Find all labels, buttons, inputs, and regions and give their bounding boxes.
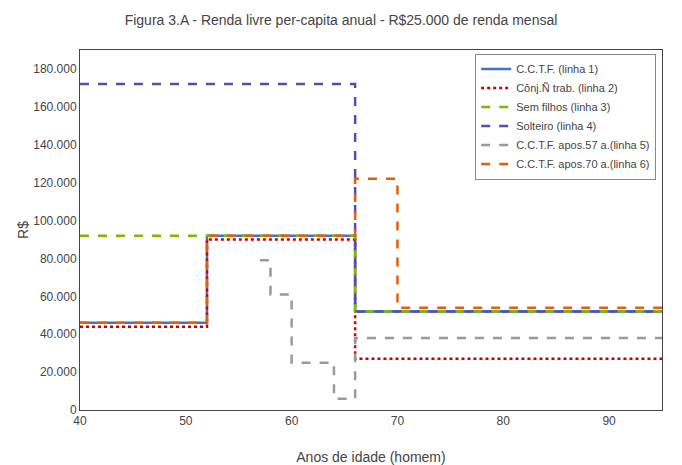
- svg-text:50: 50: [179, 414, 193, 428]
- svg-text:Figura 3.A - Renda livre per-c: Figura 3.A - Renda livre per-capita anua…: [125, 12, 558, 28]
- svg-text:40.000: 40.000: [40, 327, 77, 341]
- svg-text:80: 80: [497, 414, 511, 428]
- svg-text:60: 60: [285, 414, 299, 428]
- svg-text:Anos de idade (homem): Anos de idade (homem): [296, 449, 445, 465]
- svg-text:140.000: 140.000: [33, 138, 77, 152]
- svg-text:Cônj.Ñ trab. (linha 2): Cônj.Ñ trab. (linha 2): [516, 82, 618, 94]
- svg-text:Sem filhos (linha 3): Sem filhos (linha 3): [516, 101, 610, 113]
- svg-text:160.000: 160.000: [33, 100, 77, 114]
- svg-text:70: 70: [391, 414, 405, 428]
- svg-text:90: 90: [602, 414, 616, 428]
- svg-text:100.000: 100.000: [33, 214, 77, 228]
- svg-text:C.C.T.F. (linha 1): C.C.T.F. (linha 1): [516, 63, 598, 75]
- svg-text:80.000: 80.000: [40, 252, 77, 266]
- svg-text:0: 0: [70, 403, 77, 417]
- svg-text:C.C.T.F. apos.70 a.(linha 6): C.C.T.F. apos.70 a.(linha 6): [516, 158, 649, 170]
- svg-text:180.000: 180.000: [33, 62, 77, 76]
- svg-text:C.C.T.F. apos.57 a.(linha 5): C.C.T.F. apos.57 a.(linha 5): [516, 139, 649, 151]
- svg-text:20.000: 20.000: [40, 365, 77, 379]
- svg-text:120.000: 120.000: [33, 176, 77, 190]
- svg-text:R$: R$: [15, 221, 31, 239]
- svg-text:Solteiro (linha 4): Solteiro (linha 4): [516, 120, 596, 132]
- svg-text:40: 40: [73, 414, 87, 428]
- svg-text:60.000: 60.000: [40, 290, 77, 304]
